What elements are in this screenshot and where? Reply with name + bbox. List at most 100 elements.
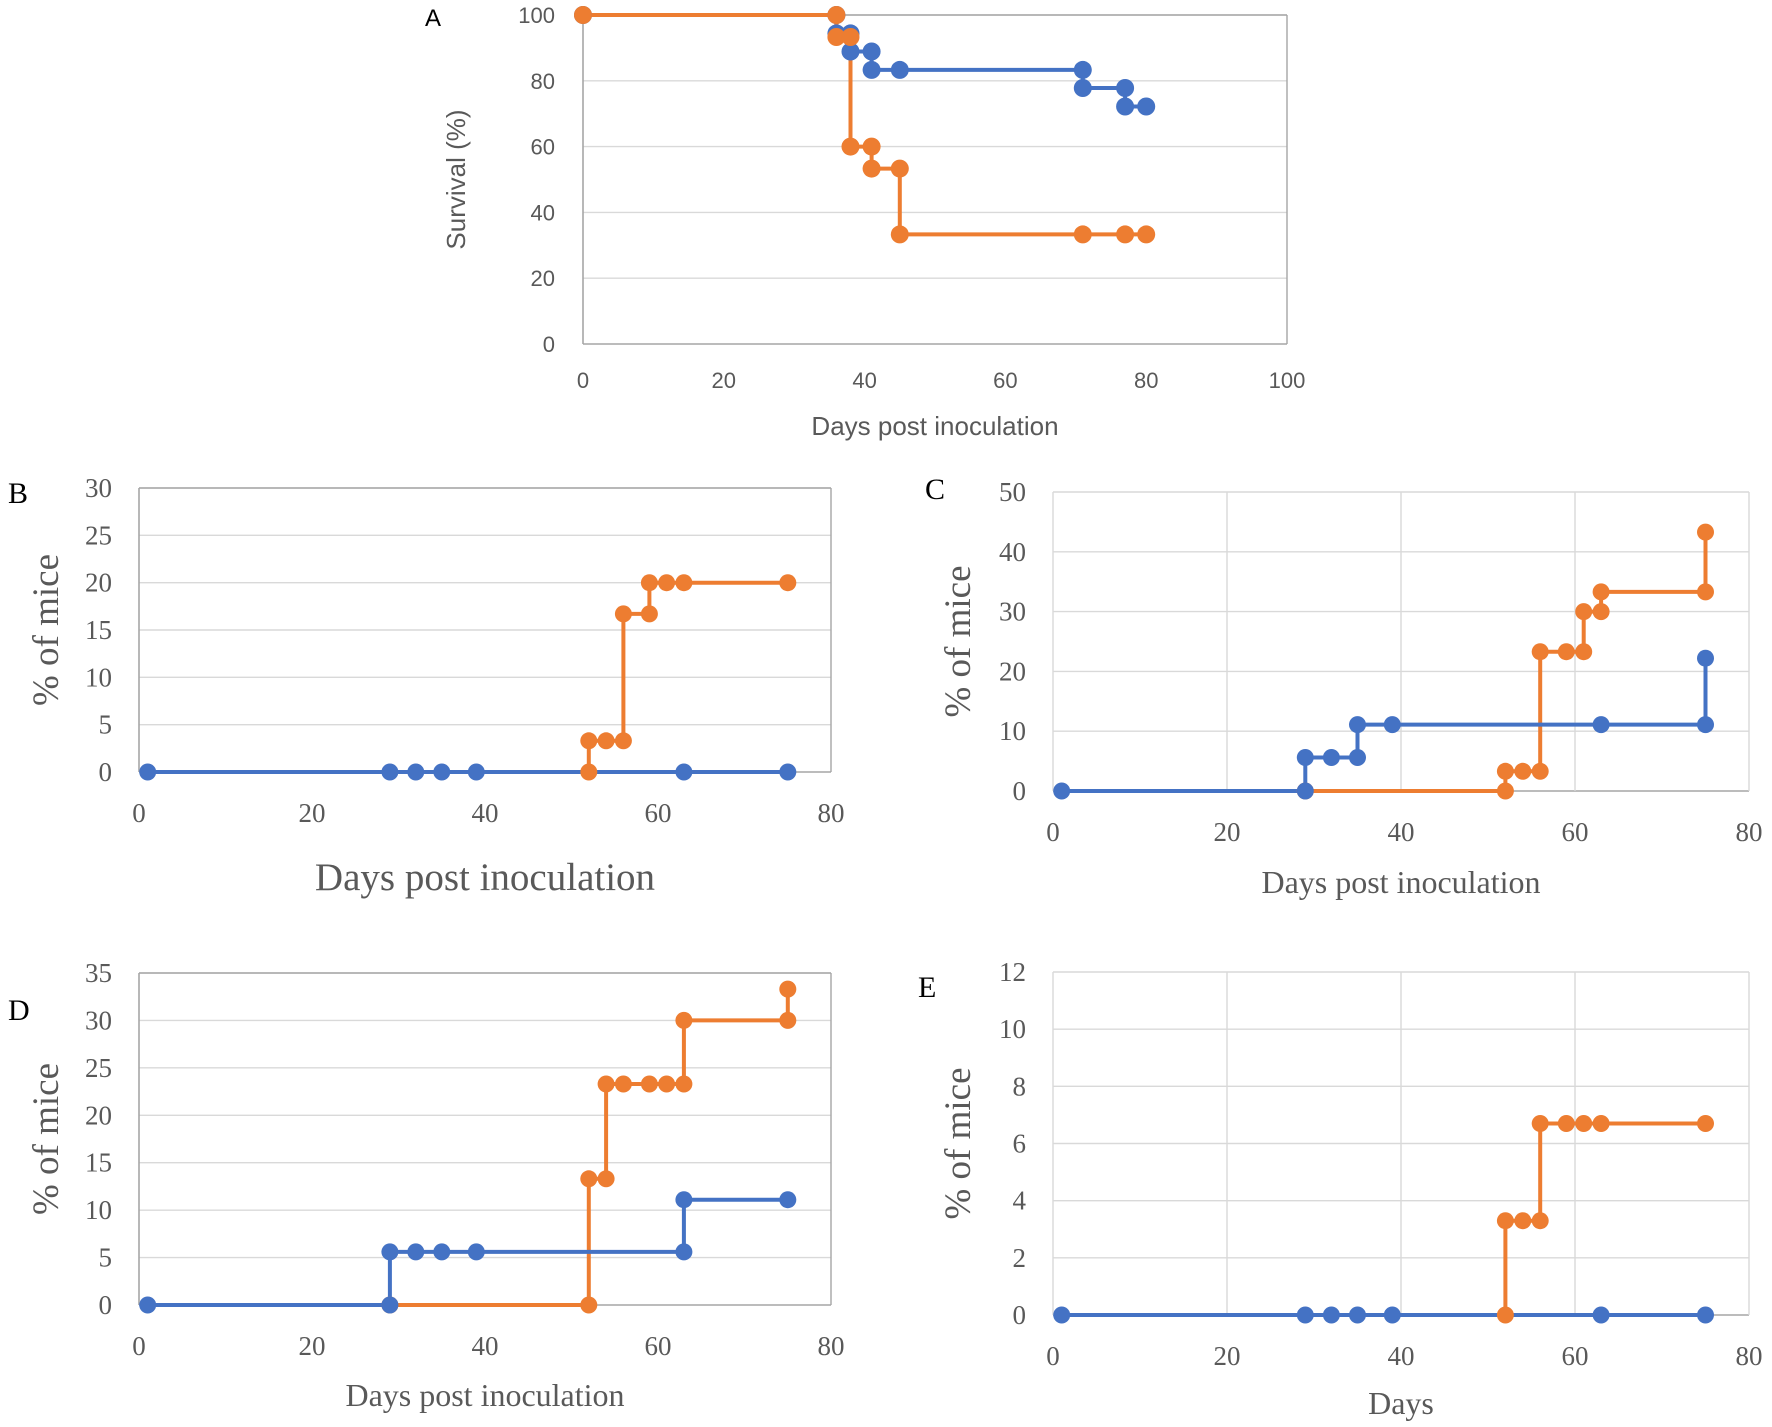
data-point-blue [467, 763, 485, 781]
data-point-orange [675, 1011, 693, 1029]
y-tick-label: 35 [85, 958, 112, 988]
y-tick-label: 4 [1013, 1186, 1027, 1216]
data-point-orange [841, 137, 860, 156]
x-tick-label: 0 [577, 368, 589, 393]
y-tick-label: 8 [1013, 1071, 1027, 1101]
data-point-blue [1053, 782, 1071, 800]
data-point-orange [862, 159, 881, 178]
y-tick-label: 0 [543, 332, 555, 357]
data-point-blue [675, 1191, 693, 1209]
data-point-blue [779, 1191, 797, 1209]
x-tick-label: 80 [818, 798, 845, 828]
data-point-orange [1575, 1115, 1593, 1132]
y-axis-title: Survival (%) [441, 109, 471, 249]
data-point-orange [597, 1170, 615, 1188]
y-tick-label: 6 [1013, 1129, 1027, 1159]
x-tick-label: 40 [1388, 817, 1415, 847]
y-tick-label: 25 [85, 520, 112, 550]
data-point-orange [1116, 225, 1135, 244]
data-point-blue [1592, 1306, 1610, 1324]
x-tick-label: 40 [472, 1331, 499, 1361]
data-point-blue [1697, 716, 1714, 734]
y-axis-title: % of mice [26, 1063, 67, 1215]
data-point-orange [640, 1075, 658, 1093]
y-tick-label: 25 [85, 1053, 112, 1083]
data-point-orange [614, 605, 632, 623]
data-point-blue [862, 42, 881, 61]
data-point-orange [827, 6, 846, 24]
series-line-blue [1059, 656, 1708, 793]
data-point-orange [1531, 1212, 1549, 1230]
data-point-orange [841, 28, 860, 46]
data-point-orange [1557, 643, 1575, 661]
data-point-orange [675, 574, 693, 592]
data-point-orange [1557, 1115, 1575, 1132]
series-line-orange [586, 580, 790, 774]
x-axis-title: Days post inoculation [811, 411, 1058, 441]
y-tick-label: 10 [999, 716, 1026, 746]
data-point-orange [779, 1011, 797, 1029]
series-line-orange [387, 987, 790, 1307]
data-point-orange [1575, 643, 1593, 661]
data-point-orange [890, 225, 909, 244]
x-tick-label: 60 [645, 798, 672, 828]
x-axis-title: Days [1368, 1385, 1434, 1421]
data-point-blue [139, 1296, 157, 1314]
data-point-orange [1531, 643, 1549, 661]
data-point-blue [1116, 79, 1135, 97]
data-point-blue [1322, 1306, 1340, 1324]
data-point-blue [1383, 716, 1401, 734]
data-point-orange [890, 159, 909, 178]
y-tick-label: 60 [531, 135, 555, 160]
data-point-orange [1137, 225, 1156, 244]
data-point-orange [827, 28, 846, 46]
y-tick-label: 5 [99, 1243, 113, 1273]
panel-letter: A [425, 5, 441, 32]
x-tick-label: 20 [299, 798, 326, 828]
data-point-orange [640, 574, 658, 592]
y-tick-label: 10 [85, 1195, 112, 1225]
x-tick-label: 0 [1046, 817, 1060, 847]
y-tick-label: 20 [85, 1100, 112, 1130]
x-tick-label: 100 [1269, 368, 1306, 393]
x-tick-label: 80 [818, 1331, 845, 1361]
data-point-blue [1073, 79, 1092, 97]
data-point-blue [841, 42, 860, 61]
data-point-blue [1349, 1306, 1366, 1324]
data-point-orange [597, 1075, 615, 1093]
y-tick-label: 12 [999, 957, 1026, 987]
y-tick-label: 20 [531, 266, 555, 291]
data-point-orange [1531, 1115, 1549, 1132]
y-tick-label: 40 [531, 200, 555, 225]
data-point-blue [1296, 782, 1314, 800]
y-tick-label: 30 [85, 473, 112, 503]
y-tick-label: 40 [999, 537, 1026, 567]
data-point-orange [1073, 225, 1092, 244]
data-point-orange [614, 1075, 632, 1093]
y-tick-label: 50 [999, 477, 1026, 507]
data-point-blue [1073, 60, 1092, 79]
data-point-blue [381, 1243, 399, 1261]
data-point-blue [862, 60, 881, 79]
series-line-blue [581, 13, 1149, 109]
data-point-blue [1116, 97, 1135, 116]
y-tick-label: 30 [999, 597, 1026, 627]
chart-panel-b: 0 5 10 15 20 25 30 0 20 40 60 80 Days post inoculati… [8, 473, 845, 899]
panel-letter: E [918, 971, 936, 1004]
y-tick-label: 15 [85, 615, 112, 645]
x-tick-label: 80 [1736, 817, 1763, 847]
data-point-blue [1296, 1306, 1314, 1324]
x-tick-label: 60 [645, 1331, 672, 1361]
data-point-orange [1496, 1306, 1514, 1324]
y-tick-label: 80 [531, 69, 555, 94]
data-point-blue [1383, 1306, 1401, 1324]
data-point-blue [381, 1296, 399, 1314]
data-point-blue [675, 1243, 693, 1261]
data-point-blue [433, 1243, 451, 1261]
data-point-orange [580, 1296, 598, 1314]
y-tick-label: 5 [99, 710, 113, 740]
y-tick-label: 15 [85, 1148, 112, 1178]
data-point-orange [1697, 583, 1714, 601]
data-point-orange [580, 763, 598, 781]
